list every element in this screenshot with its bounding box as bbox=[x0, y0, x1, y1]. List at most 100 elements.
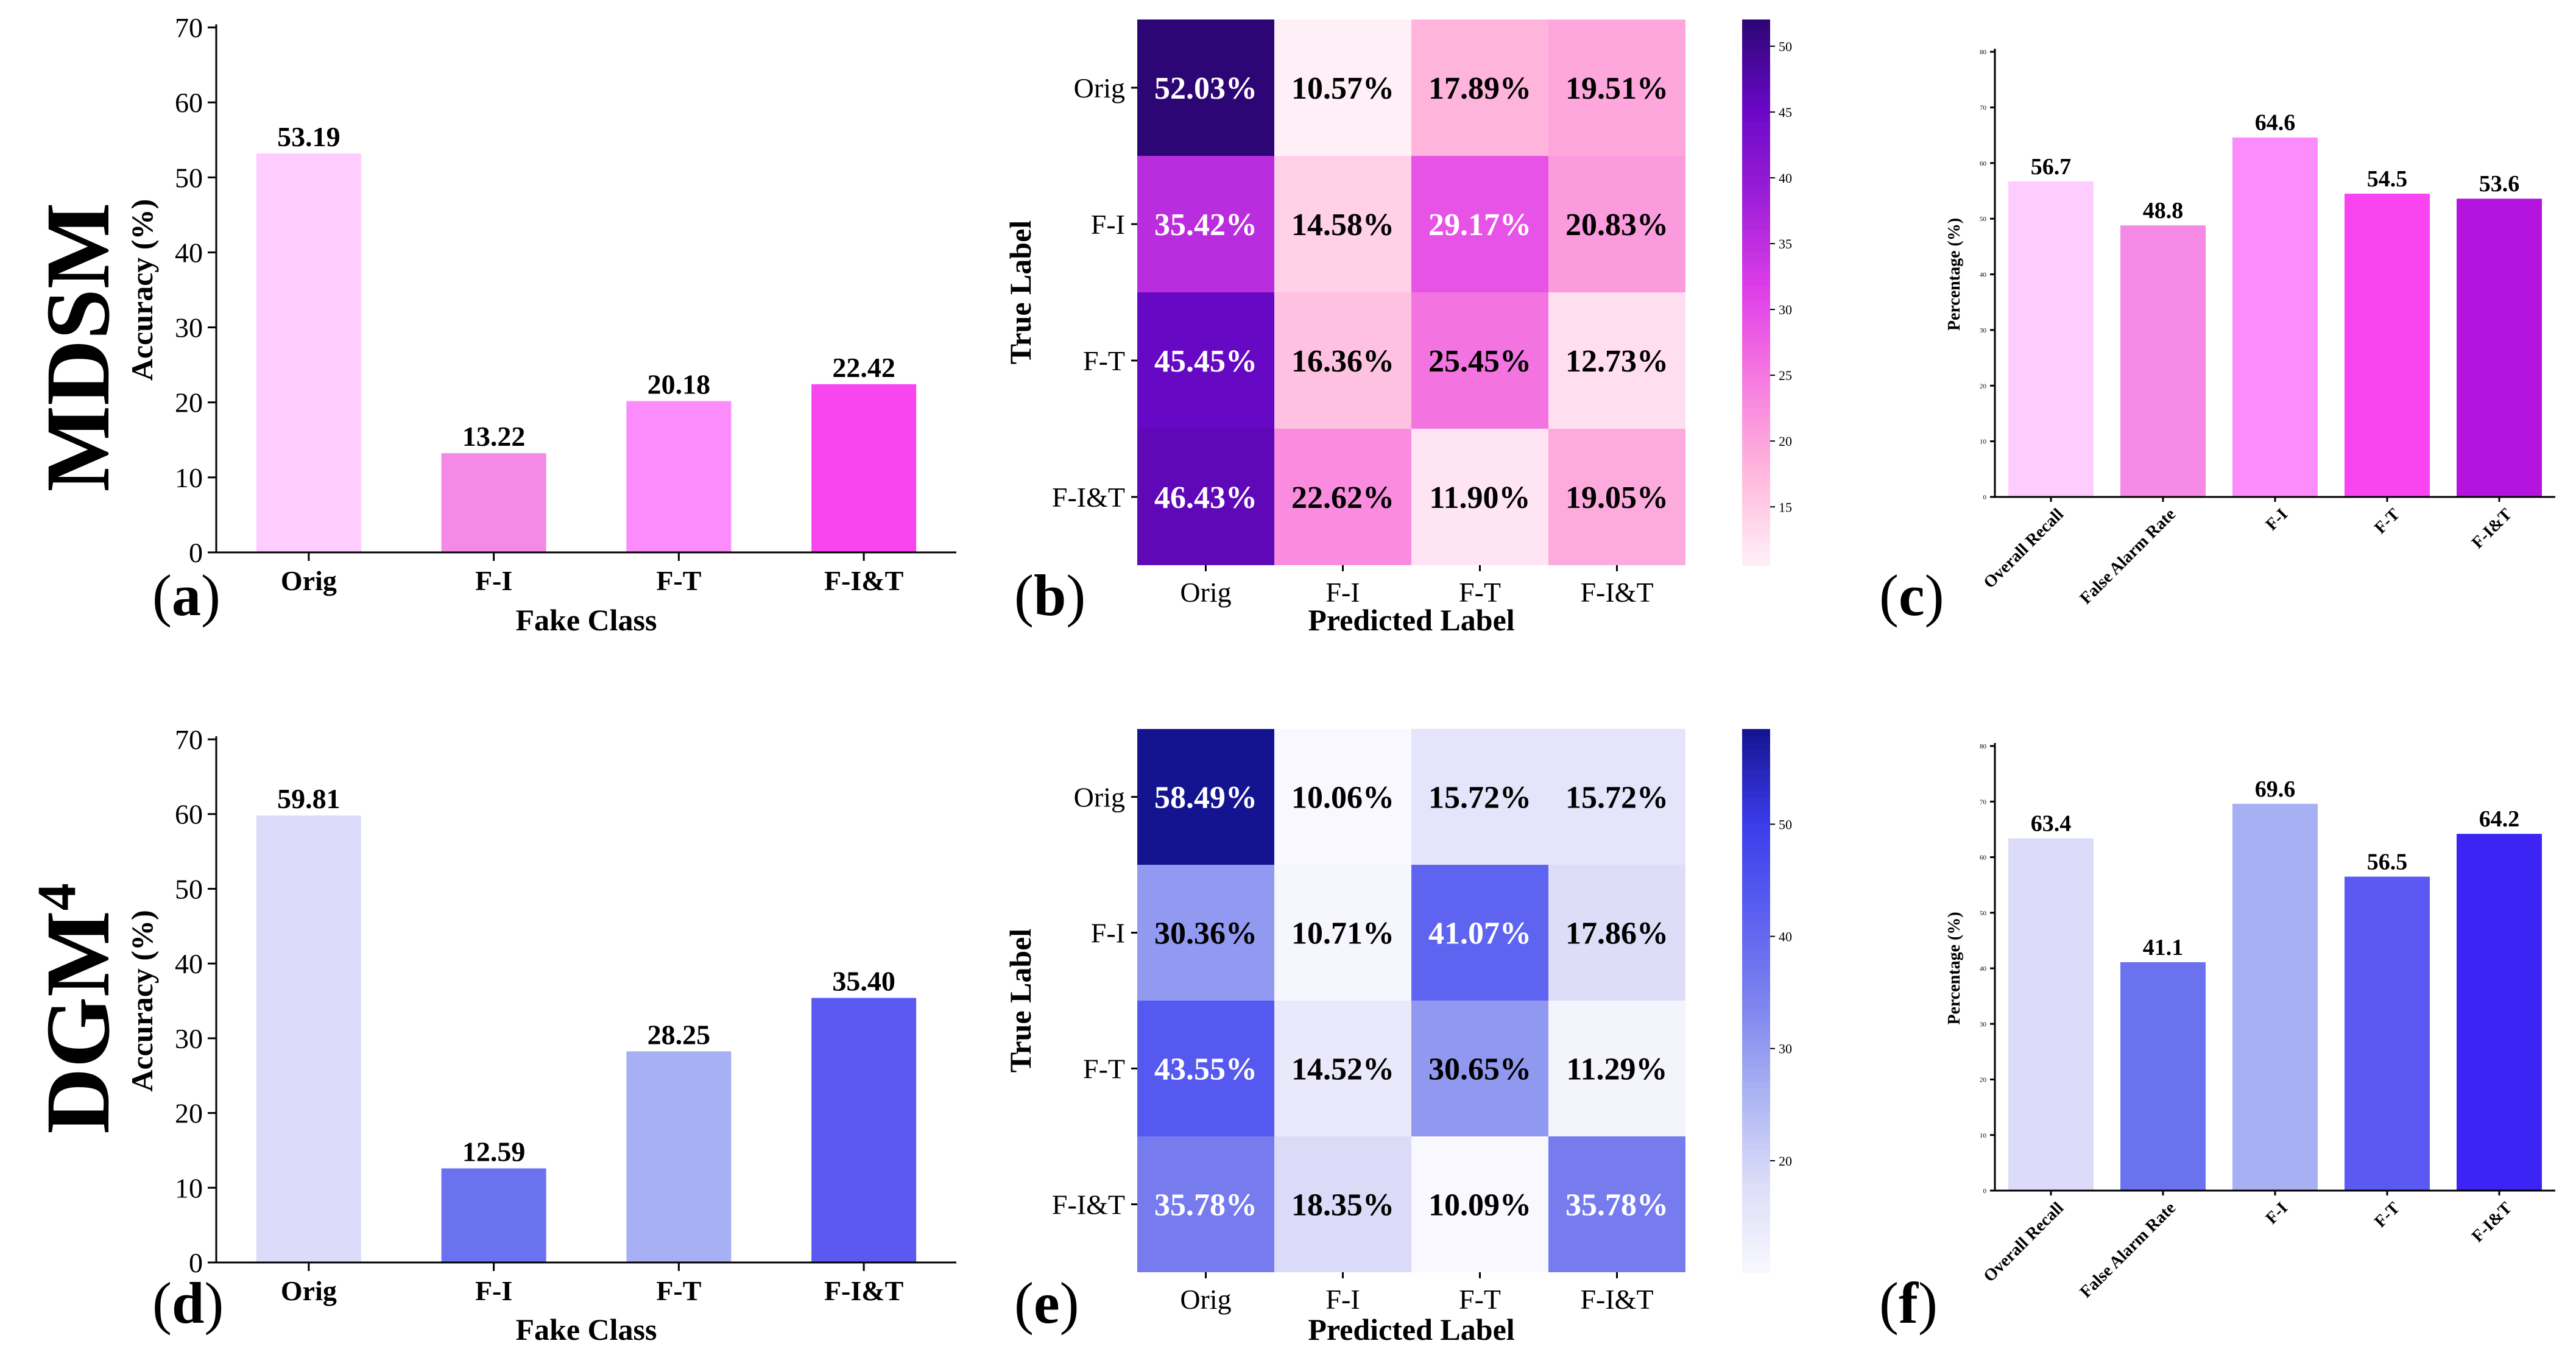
bar-label-f-iandt: 35.40 bbox=[832, 966, 895, 997]
y-tick-label: 10 bbox=[175, 462, 203, 493]
colorbar-segment bbox=[1742, 1088, 1770, 1097]
colorbar-segment bbox=[1742, 456, 1770, 463]
y-tick-label: 50 bbox=[175, 873, 203, 904]
colorbar-segment bbox=[1742, 1122, 1770, 1130]
colorbar-segment bbox=[1742, 421, 1770, 429]
y-tick-label: 30 bbox=[1980, 1021, 1987, 1028]
colorbar-segment bbox=[1742, 824, 1770, 832]
colorbar-tick-label: 40 bbox=[1779, 929, 1792, 945]
colorbar-segment bbox=[1742, 135, 1770, 143]
colorbar-segment bbox=[1742, 1238, 1770, 1246]
colorbar-segment bbox=[1742, 149, 1770, 157]
y-tick-label: 20 bbox=[175, 387, 203, 418]
bar-label-f-iandt: 53.6 bbox=[2479, 171, 2520, 197]
colorbar-segment bbox=[1742, 306, 1770, 314]
colorbar-segment bbox=[1742, 442, 1770, 450]
colorbar-segment bbox=[1742, 67, 1770, 75]
bar-f-t bbox=[626, 401, 732, 552]
colorbar-segment bbox=[1742, 258, 1770, 266]
colorbar-segment bbox=[1742, 224, 1770, 232]
colorbar-segment bbox=[1742, 1001, 1770, 1009]
panel-label-d: (d) bbox=[152, 1270, 224, 1336]
colorbar-tick-label: 25 bbox=[1779, 368, 1792, 383]
colorbar-segment bbox=[1742, 762, 1770, 770]
bar-f-iandt bbox=[811, 384, 917, 552]
heatmap-cell-f-i-orig bbox=[1137, 156, 1274, 292]
heatmap-cell-f-i-f-t bbox=[1411, 865, 1548, 1001]
heatmap-cell-label: 35.42% bbox=[1154, 208, 1257, 242]
colorbar-segment bbox=[1742, 1258, 1770, 1266]
heatmap-cell-label: 30.36% bbox=[1154, 917, 1257, 951]
x-tick-label-f-i: F-I bbox=[475, 565, 512, 596]
colorbar-segment bbox=[1742, 265, 1770, 273]
colorbar bbox=[1742, 729, 1770, 1273]
colorbar-segment bbox=[1742, 1007, 1770, 1015]
colorbar-segment bbox=[1742, 885, 1770, 893]
colorbar-segment bbox=[1742, 1136, 1770, 1144]
col-label-f-i: F-I bbox=[1325, 1284, 1360, 1315]
colorbar-segment bbox=[1742, 108, 1770, 116]
chart-b-confusion-mdsm: 52.03% 10.57% 17.89% 19.51% 35.42% 14.58% 29.1… bbox=[1003, 19, 1792, 637]
bar-label-f-t: 28.25 bbox=[648, 1019, 711, 1050]
colorbar-segment bbox=[1742, 831, 1770, 839]
colorbar-segment bbox=[1742, 88, 1770, 96]
y-tick-label: 0 bbox=[1983, 1188, 1987, 1195]
y-tick-label: 50 bbox=[1980, 910, 1987, 917]
colorbar-segment bbox=[1742, 278, 1770, 286]
colorbar-segment bbox=[1742, 1116, 1770, 1124]
colorbar-segment bbox=[1742, 756, 1770, 764]
colorbar-segment bbox=[1742, 463, 1770, 471]
colorbar-segment bbox=[1742, 244, 1770, 252]
colorbar-segment bbox=[1742, 347, 1770, 354]
colorbar-segment bbox=[1742, 272, 1770, 280]
chart-e-confusion-dgm4: 58.49% 10.06% 15.72% 15.72% 30.36% 10.71% 41.0… bbox=[1003, 729, 1792, 1347]
bar-orig bbox=[256, 815, 361, 1262]
colorbar-tick-label: 15 bbox=[1779, 499, 1792, 515]
row-label-orig: Orig bbox=[1074, 782, 1125, 813]
colorbar-segment bbox=[1742, 1224, 1770, 1233]
x-tick-label-orig: Orig bbox=[281, 565, 337, 596]
colorbar-segment bbox=[1742, 54, 1770, 62]
col-label-orig: Orig bbox=[1180, 577, 1231, 608]
heatmap-cell-label: 35.78% bbox=[1565, 1188, 1668, 1223]
heatmap-cell-orig-f-t bbox=[1411, 729, 1548, 865]
bar-overall-recall bbox=[2008, 181, 2094, 497]
row-label-mdsm: MDSM bbox=[27, 203, 129, 492]
bar-label-false-alarm-rate: 48.8 bbox=[2143, 198, 2184, 224]
colorbar-segment bbox=[1742, 1102, 1770, 1110]
colorbar-segment bbox=[1742, 1041, 1770, 1049]
colorbar-segment bbox=[1742, 960, 1770, 968]
heatmap-cell-f-iandt-orig bbox=[1137, 429, 1274, 565]
colorbar-segment bbox=[1742, 415, 1770, 423]
colorbar-segment bbox=[1742, 163, 1770, 171]
row-label-f-i: F-I bbox=[1091, 209, 1125, 240]
colorbar-tick-label: 30 bbox=[1779, 302, 1792, 317]
colorbar-segment bbox=[1742, 1150, 1770, 1158]
colorbar-tick-label: 35 bbox=[1779, 236, 1792, 252]
x-tick-label-false-alarm-rate: False Alarm Rate bbox=[2077, 1199, 2179, 1301]
colorbar-segment bbox=[1742, 932, 1770, 940]
heatmap-cell-f-iandt-f-i bbox=[1274, 429, 1411, 565]
colorbar bbox=[1742, 19, 1770, 566]
colorbar-segment bbox=[1742, 973, 1770, 981]
x-axis-title: Fake Class bbox=[516, 1312, 657, 1347]
y-tick-label: 70 bbox=[1980, 798, 1987, 806]
colorbar-segment bbox=[1742, 74, 1770, 82]
y-axis-title: True Label bbox=[1003, 929, 1037, 1073]
heatmap-cell-label: 10.06% bbox=[1291, 781, 1394, 815]
heatmap-cell-label: 19.05% bbox=[1565, 481, 1668, 515]
colorbar-segment bbox=[1742, 1027, 1770, 1035]
colorbar-segment bbox=[1742, 367, 1770, 375]
row-label-f-t: F-T bbox=[1083, 1054, 1125, 1085]
colorbar-segment bbox=[1742, 1211, 1770, 1219]
colorbar-segment bbox=[1742, 551, 1770, 559]
colorbar-segment bbox=[1742, 470, 1770, 477]
heatmap-cell-label: 20.83% bbox=[1565, 208, 1668, 242]
colorbar-tick-label: 40 bbox=[1779, 171, 1792, 186]
y-tick-label: 30 bbox=[175, 1023, 203, 1054]
chart-d-accuracy-dgm4: 59.81 12.59 28.25 35.40 0 10 20 30 40 50 60 70 Orig F… bbox=[125, 724, 956, 1347]
heatmap-cell-label: 30.65% bbox=[1428, 1052, 1531, 1087]
colorbar-segment bbox=[1742, 1177, 1770, 1185]
heatmap-cell-label: 19.51% bbox=[1565, 71, 1668, 106]
colorbar-segment bbox=[1742, 729, 1770, 737]
